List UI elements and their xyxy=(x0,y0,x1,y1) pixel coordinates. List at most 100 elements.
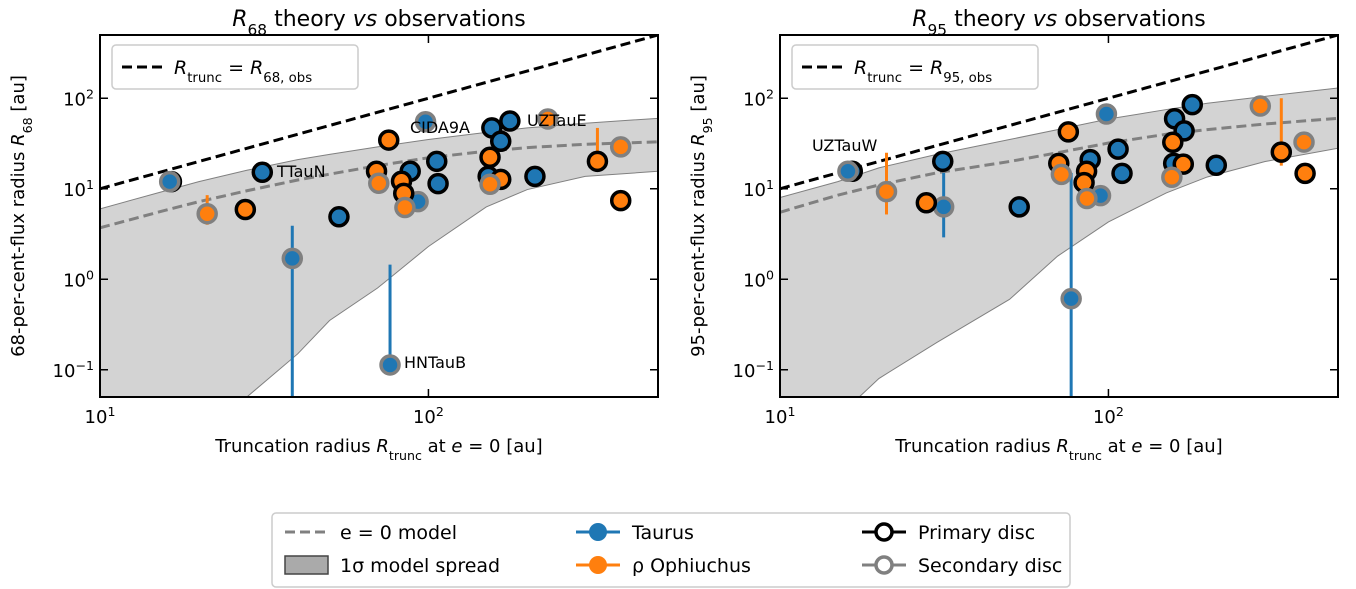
y-tick-label: 100 xyxy=(743,267,774,292)
y-tick-label: 101 xyxy=(63,176,94,201)
tick-exponent: 2 xyxy=(766,86,774,101)
x-tick-label: 101 xyxy=(765,404,796,429)
tick-base: 10 xyxy=(63,270,86,291)
x-axis-label: Truncation radius Rtrunc at e = 0 [au] xyxy=(894,436,1222,463)
text-part: e xyxy=(1131,436,1142,457)
point xyxy=(609,136,632,158)
tick-exponent: 2 xyxy=(86,86,94,101)
point xyxy=(1294,162,1316,185)
text-part: at xyxy=(1102,436,1132,457)
legend-disc-marker xyxy=(874,555,894,575)
tick-exponent: 1 xyxy=(766,176,774,191)
legend-label: ρ Ophiuchus xyxy=(632,555,751,577)
legend-label: Taurus xyxy=(631,522,694,544)
legend-disc-marker xyxy=(874,522,894,542)
y-tick-label: 102 xyxy=(743,86,774,111)
point xyxy=(1107,138,1129,160)
tick-base: 10 xyxy=(733,361,756,382)
text-part: 95-per-cent-flux radius xyxy=(688,146,709,357)
text-part: trunc xyxy=(389,448,422,463)
text-part: [au] xyxy=(688,75,709,117)
point xyxy=(234,198,257,221)
text-part: vs xyxy=(353,7,377,32)
text-part: vs xyxy=(1033,7,1057,32)
x-tick-label: 102 xyxy=(413,404,444,429)
point xyxy=(875,180,898,203)
legend-label: Secondary disc xyxy=(918,555,1062,577)
text-part: R xyxy=(232,7,247,32)
point xyxy=(281,247,304,270)
point xyxy=(1060,287,1082,310)
tick-base: 10 xyxy=(413,407,436,428)
tick-exponent: −1 xyxy=(75,357,94,372)
point xyxy=(1270,141,1293,163)
point xyxy=(377,129,400,151)
tick-exponent: 0 xyxy=(86,267,94,282)
tick-base: 10 xyxy=(1093,407,1116,428)
legend-region-marker xyxy=(589,523,607,541)
point xyxy=(328,206,350,228)
text-part: 68 xyxy=(20,117,35,133)
y-axis-label: 68-per-cent-flux radius R68 [au] xyxy=(8,75,35,357)
inner-legend-box xyxy=(791,44,1039,90)
text-part: R xyxy=(8,133,29,146)
point xyxy=(394,196,416,219)
point xyxy=(609,189,632,212)
text-part: = xyxy=(222,57,250,79)
text-part: R xyxy=(250,57,263,79)
legend-label: e = 0 model xyxy=(340,522,457,544)
text-part: Truncation radius xyxy=(894,436,1056,457)
model-spread xyxy=(100,117,658,397)
point xyxy=(379,354,401,376)
text-part: theory xyxy=(267,7,353,32)
text-part: R xyxy=(930,57,943,79)
tick-base: 10 xyxy=(85,407,108,428)
point xyxy=(251,161,274,184)
text-part: = 0 [au] xyxy=(1143,436,1223,457)
text-part: R xyxy=(1056,436,1069,457)
panel-title: R68 theory vs observations xyxy=(232,7,526,39)
text-part: [au] xyxy=(8,75,29,117)
annotation: HNTauB xyxy=(404,353,466,372)
y-tick-label: 10−1 xyxy=(53,357,94,382)
model-spread xyxy=(780,87,1338,397)
annotation: TTauN xyxy=(276,162,326,181)
point xyxy=(915,192,938,214)
x-axis-label: Truncation radius Rtrunc at e = 0 [au] xyxy=(214,436,542,463)
legend-region-marker xyxy=(589,556,607,574)
tick-base: 10 xyxy=(765,407,788,428)
tick-base: 10 xyxy=(63,180,86,201)
point xyxy=(1162,131,1184,154)
point xyxy=(1293,131,1315,153)
text-part: 95 xyxy=(928,21,948,39)
point xyxy=(1172,153,1195,175)
point xyxy=(489,130,512,152)
tick-exponent: −1 xyxy=(755,357,774,372)
inner-legend-box xyxy=(111,44,359,90)
y-tick-label: 100 xyxy=(63,267,94,292)
y-axis-label: 95-per-cent-flux radius R95 [au] xyxy=(688,75,715,357)
point xyxy=(1205,154,1228,176)
x-tick-label: 102 xyxy=(1093,404,1124,429)
truncation-line xyxy=(100,35,658,191)
text-part: 68-per-cent-flux radius xyxy=(8,146,29,357)
tick-exponent: 0 xyxy=(766,267,774,282)
point xyxy=(425,150,448,173)
tick-base: 10 xyxy=(743,180,766,201)
point xyxy=(1095,103,1118,125)
text-part: = xyxy=(902,57,930,79)
text-part: R xyxy=(912,7,927,32)
truncation-line xyxy=(780,35,1338,191)
point xyxy=(196,202,218,225)
text-part: 68 xyxy=(248,21,268,39)
text-part: 95 xyxy=(700,117,715,133)
legend-spread-sample xyxy=(284,555,329,575)
axes-frame xyxy=(779,34,1339,398)
tick-base: 10 xyxy=(743,270,766,291)
text-part: observations xyxy=(377,7,526,32)
model-line xyxy=(100,140,658,230)
tick-exponent: 2 xyxy=(436,404,444,419)
